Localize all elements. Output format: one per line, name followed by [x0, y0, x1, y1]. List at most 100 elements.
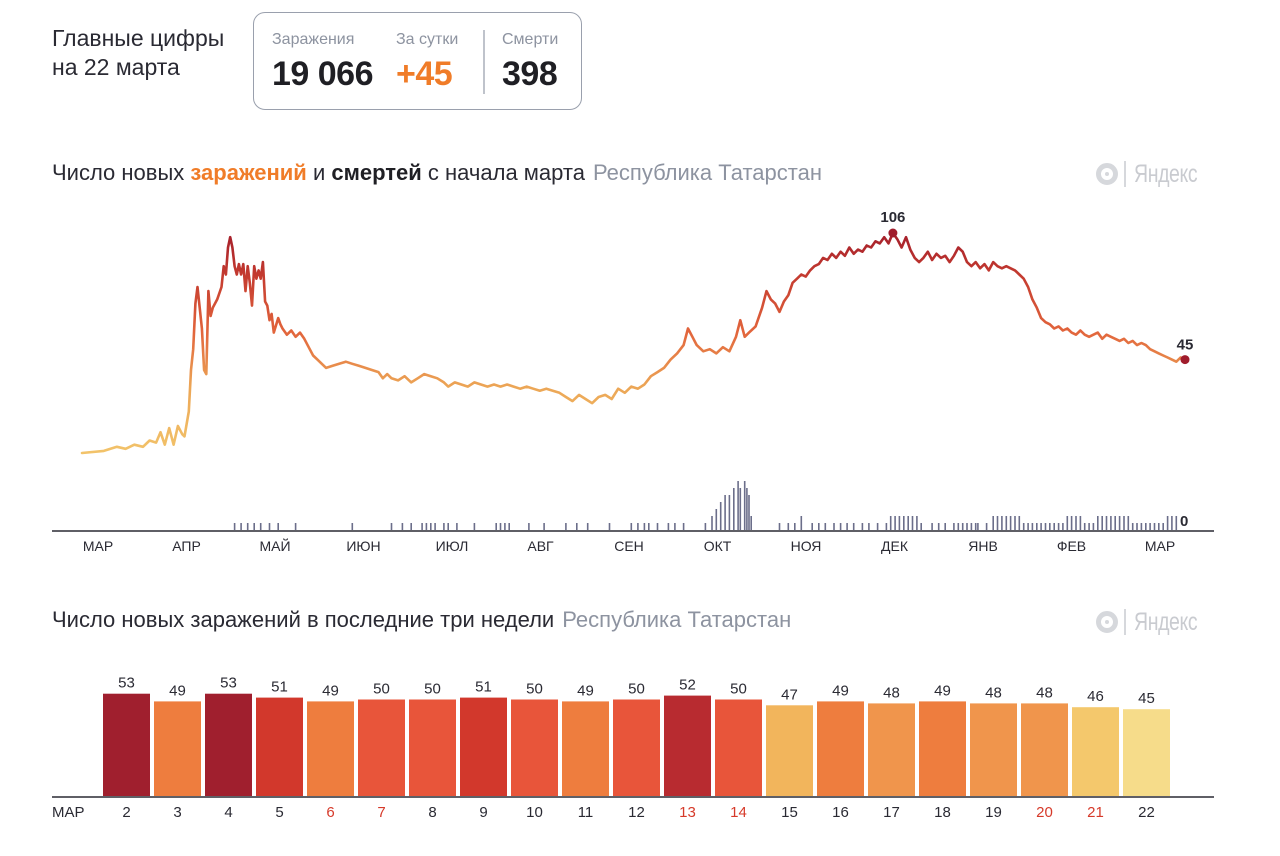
death-bar	[233, 523, 236, 530]
day-label: 16	[832, 804, 849, 821]
day-label: 17	[883, 804, 900, 821]
death-bar	[1145, 523, 1147, 530]
day-bar	[817, 701, 864, 796]
chart1-title-deaths: смертей	[331, 160, 422, 185]
death-bar	[953, 523, 955, 530]
day-label: 8	[428, 804, 436, 821]
day-label: 6	[326, 804, 334, 821]
death-bar	[401, 523, 404, 530]
death-bar	[1079, 516, 1082, 530]
deaths-label: Смерти	[502, 31, 559, 48]
day-bar	[970, 703, 1017, 796]
infections-value: 19 066	[272, 55, 374, 93]
chart1-title-part2: и	[306, 160, 332, 185]
death-bar	[1140, 523, 1143, 530]
death-bar	[898, 516, 901, 530]
death-bar	[787, 523, 790, 530]
day-bar	[613, 699, 660, 796]
death-bar	[495, 523, 497, 530]
infections-stat: Заражения 19 066	[272, 31, 374, 94]
day-label: 2	[122, 804, 130, 821]
death-bar	[1101, 516, 1103, 530]
death-bar	[240, 523, 242, 530]
death-bar	[1149, 523, 1151, 530]
infections-label: Заражения	[272, 31, 355, 48]
death-bar	[911, 516, 914, 530]
bar-value-label: 49	[934, 682, 951, 699]
death-bar	[1022, 523, 1025, 530]
death-bar	[1083, 523, 1086, 530]
month-label: ФЕВ	[1057, 538, 1086, 554]
death-bar	[656, 523, 659, 530]
day-bar	[1123, 709, 1170, 796]
death-bar	[894, 516, 896, 530]
death-bar	[704, 523, 707, 530]
death-bar	[1166, 516, 1169, 530]
death-bar	[528, 523, 530, 530]
bar-value-label: 46	[1087, 688, 1104, 705]
bar-month-label: МАР	[52, 804, 85, 821]
death-bar	[737, 481, 739, 530]
month-label: НОЯ	[791, 538, 822, 554]
day-bar	[256, 697, 303, 796]
death-bar	[410, 523, 412, 530]
death-bar	[957, 523, 960, 530]
death-bar	[846, 523, 848, 530]
death-bar	[294, 523, 297, 530]
death-bar	[996, 516, 999, 530]
death-bar	[499, 523, 502, 530]
death-bar	[800, 516, 803, 530]
bar-value-label: 49	[169, 682, 186, 699]
day-bar	[409, 699, 456, 796]
death-bar	[1014, 516, 1016, 530]
death-bar	[1062, 523, 1064, 530]
stats-divider	[483, 30, 485, 94]
day-label: 22	[1138, 804, 1155, 821]
death-bar	[824, 523, 827, 530]
death-bar	[1066, 516, 1069, 530]
chart2-region: Республика Татарстан	[562, 607, 792, 632]
death-bar	[743, 481, 746, 530]
day-bar	[103, 693, 150, 796]
month-label: ОКТ	[704, 538, 732, 554]
bar-value-label: 50	[424, 681, 441, 698]
day-bar	[1072, 707, 1119, 796]
death-bar	[1070, 516, 1073, 530]
death-bar	[876, 523, 879, 530]
death-bar	[903, 516, 905, 530]
yandex-logo-2: Яндекс	[1096, 606, 1216, 638]
death-bar	[434, 523, 436, 530]
death-bar	[643, 523, 646, 530]
month-label: СЕН	[614, 538, 644, 554]
death-bar	[889, 516, 892, 530]
bar-value-label: 49	[577, 682, 594, 699]
death-bar	[907, 516, 909, 530]
deaths-value: 398	[502, 55, 558, 93]
death-bar	[724, 495, 726, 530]
death-bar	[711, 516, 713, 530]
death-bar	[794, 523, 796, 530]
yandex-logo: Яндекс	[1096, 158, 1216, 190]
death-bar	[1123, 516, 1125, 530]
month-label: ИЮЛ	[436, 538, 469, 554]
yandex-logo-icon	[1096, 163, 1118, 185]
death-bar	[833, 523, 835, 530]
peak-marker	[888, 228, 898, 238]
bar-value-label: 48	[883, 684, 900, 701]
day-label: 18	[934, 804, 951, 821]
day-label: 11	[578, 804, 594, 821]
death-bar	[1162, 523, 1164, 530]
day-label: 3	[173, 804, 181, 821]
death-bar	[719, 502, 722, 530]
bar-value-label: 49	[832, 682, 849, 699]
cases-deaths-chart: МАР АПР МАЙ ИЮН ИЮЛ АВГ СЕН ОКТ НОЯ ДЕК ЯНВ ФЕВ МАР …	[52, 209, 1214, 554]
headline-line1: Главные цифры	[52, 25, 225, 51]
month-label: АПР	[172, 538, 201, 554]
death-bar	[746, 488, 748, 530]
death-bar	[1171, 516, 1173, 530]
x-axis-month-labels: МАР АПР МАЙ ИЮН ИЮЛ АВГ СЕН ОКТ НОЯ ДЕК ЯНВ ФЕВ МАР	[83, 537, 1175, 554]
death-bar	[977, 523, 979, 530]
death-bar	[648, 523, 650, 530]
death-bar	[1075, 516, 1077, 530]
death-bar	[667, 523, 670, 530]
